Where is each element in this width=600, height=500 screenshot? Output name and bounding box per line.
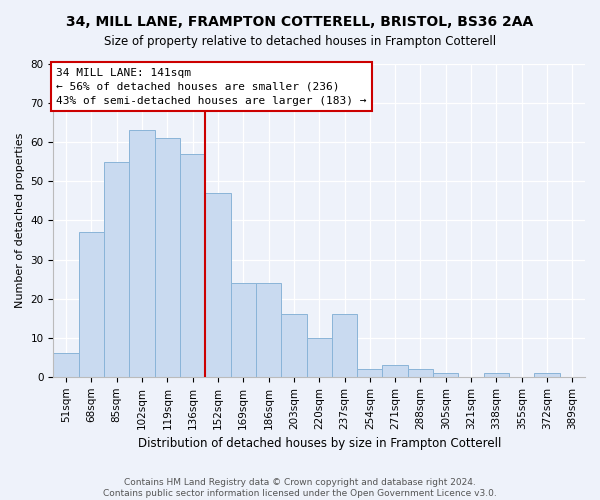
Bar [281, 314, 307, 377]
Bar [433, 373, 458, 377]
Bar [53, 354, 79, 377]
Bar [332, 314, 357, 377]
Bar [205, 193, 230, 377]
Bar [155, 138, 180, 377]
Bar [104, 162, 130, 377]
Bar [484, 373, 509, 377]
Text: Contains HM Land Registry data © Crown copyright and database right 2024.
Contai: Contains HM Land Registry data © Crown c… [103, 478, 497, 498]
Text: Size of property relative to detached houses in Frampton Cotterell: Size of property relative to detached ho… [104, 35, 496, 48]
Bar [382, 365, 408, 377]
Bar [307, 338, 332, 377]
Bar [130, 130, 155, 377]
Y-axis label: Number of detached properties: Number of detached properties [15, 132, 25, 308]
Text: 34, MILL LANE, FRAMPTON COTTERELL, BRISTOL, BS36 2AA: 34, MILL LANE, FRAMPTON COTTERELL, BRIST… [67, 15, 533, 29]
Bar [256, 283, 281, 377]
X-axis label: Distribution of detached houses by size in Frampton Cotterell: Distribution of detached houses by size … [137, 437, 501, 450]
Bar [180, 154, 205, 377]
Bar [535, 373, 560, 377]
Bar [79, 232, 104, 377]
Bar [230, 283, 256, 377]
Bar [357, 369, 382, 377]
Bar [408, 369, 433, 377]
Text: 34 MILL LANE: 141sqm
← 56% of detached houses are smaller (236)
43% of semi-deta: 34 MILL LANE: 141sqm ← 56% of detached h… [56, 68, 367, 106]
